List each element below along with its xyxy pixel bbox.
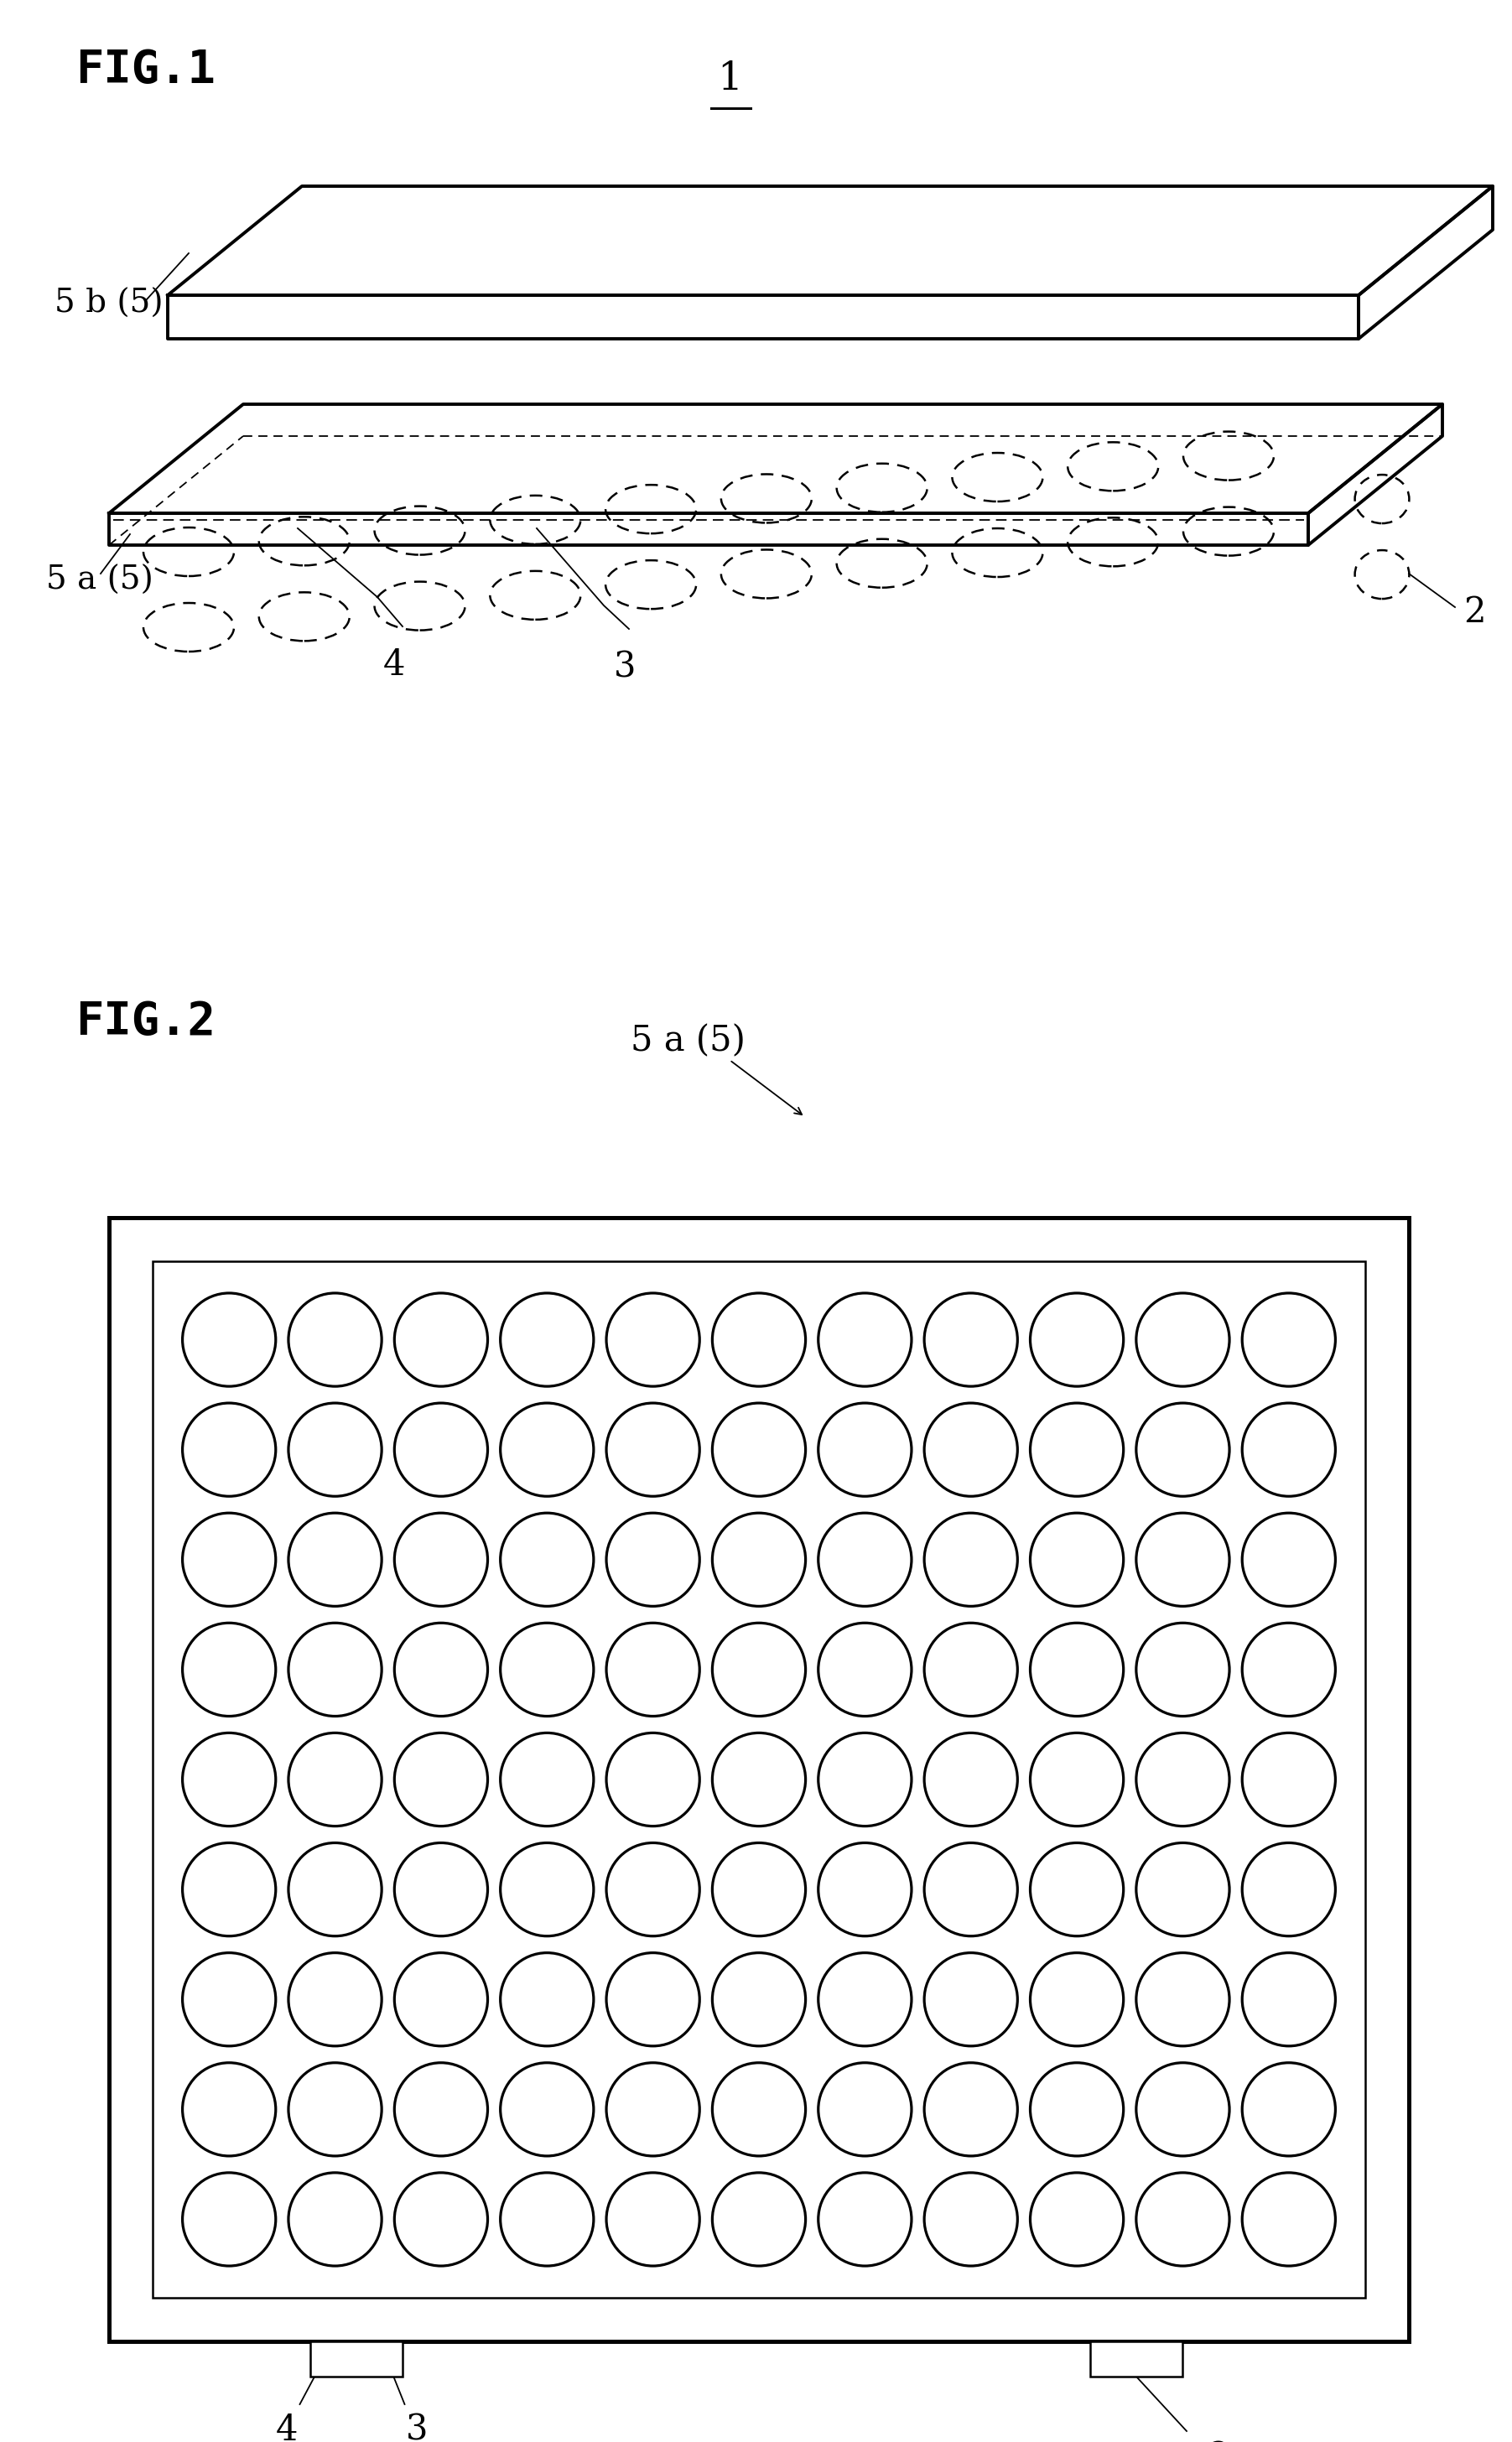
Text: 3: 3	[614, 650, 637, 684]
Text: 2: 2	[1464, 593, 1486, 630]
Text: 4: 4	[383, 647, 405, 684]
Bar	[1090, 2342, 1182, 2376]
Text: 3: 3	[407, 2413, 428, 2442]
Bar	[109, 1219, 1409, 2342]
Bar	[310, 2342, 402, 2376]
Text: 5 a (5): 5 a (5)	[631, 1023, 745, 1057]
Bar	[153, 1260, 1365, 2298]
Text: FIG.2: FIG.2	[76, 999, 215, 1045]
Text: 5 b (5): 5 b (5)	[54, 288, 163, 320]
Text: 2: 2	[1208, 2440, 1229, 2442]
Text: 1: 1	[717, 61, 742, 98]
Text: FIG.1: FIG.1	[76, 49, 215, 93]
Text: 4: 4	[277, 2413, 298, 2442]
Text: 5 a (5): 5 a (5)	[47, 564, 153, 596]
